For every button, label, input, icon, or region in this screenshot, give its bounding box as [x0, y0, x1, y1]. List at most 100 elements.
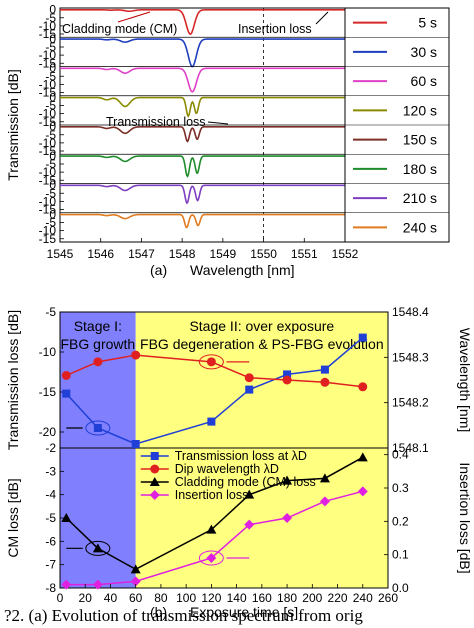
top-left-tick-label: -5 [45, 305, 56, 319]
y-tick-label: 0 [49, 61, 56, 75]
top-data-point [320, 365, 329, 374]
x-tick-label: 1548 [169, 247, 196, 261]
legend-label: 150 s [403, 132, 437, 148]
bottom-data-point [319, 473, 330, 483]
top-data-point [244, 373, 254, 383]
x-tick-label: 240 [353, 591, 373, 605]
top-data-point [61, 370, 71, 380]
y-tick-label: -10 [39, 194, 57, 208]
spectrum-line [60, 67, 345, 93]
y-tick-label: -10 [39, 165, 57, 179]
top-right-tick-label: 1548.4 [392, 305, 429, 319]
y-tick-label: -5 [45, 216, 56, 230]
bottom-data-point [130, 576, 141, 587]
x-tick-label: 60 [129, 591, 143, 605]
top-data-point [62, 389, 71, 398]
legend-label: Transmission loss at λD [175, 449, 307, 463]
bottom-left-tick-label: -8 [45, 581, 56, 595]
top-right-axis-label: Wavelength [nm] [457, 328, 473, 433]
y-tick-label: -10 [39, 136, 57, 150]
x-tick-label: 1550 [250, 247, 277, 261]
y-tick-label: -5 [45, 11, 56, 25]
y-tick-label: -10 [39, 224, 57, 238]
bottom-left-tick-label: -3 [45, 464, 56, 478]
x-tick-label: 1547 [128, 247, 155, 261]
x-tick-label: 260 [378, 591, 398, 605]
bottom-right-tick-label: 0.4 [392, 448, 409, 462]
bottom-right-tick-label: 0.0 [392, 581, 409, 595]
stage2-title: Stage II: over exposure [189, 318, 334, 334]
top-data-point [282, 375, 292, 385]
top-data-point [93, 424, 102, 432]
y-tick-label: -5 [45, 99, 56, 113]
bottom-data-point [319, 496, 330, 507]
annotation-transmission-loss: Transmission loss [106, 115, 206, 129]
legend-label: 30 s [411, 44, 437, 60]
bottom-data-point [130, 564, 141, 574]
bottom-data-point [61, 579, 72, 590]
y-tick-label: -15 [39, 173, 57, 187]
spectrum-line [60, 8, 345, 36]
y-tick-label: -5 [45, 128, 56, 142]
annotation-arrow [117, 11, 151, 23]
y-tick-label: 0 [49, 3, 56, 17]
y-tick-label: 0 [49, 120, 56, 134]
bottom-data-point [282, 513, 293, 523]
bottom-right-axis-label: Insertion loss [dB] [457, 462, 473, 573]
bottom-series-line [66, 490, 363, 586]
top-left-axis-label: Transmission loss [dB] [5, 310, 21, 450]
bottom-right-tick-label: 0.1 [392, 548, 409, 562]
y-axis-label: Transmission [dB] [5, 69, 21, 181]
stage1-subtitle: FBG growth [60, 336, 135, 352]
annotation-cladding-mode: Cladding mode (CM) [62, 22, 177, 36]
bottom-left-tick-label: -2 [45, 441, 56, 455]
y-tick-label: -15 [39, 56, 57, 70]
legend-label: 240 s [403, 219, 437, 235]
bottom-data-point [61, 513, 72, 522]
bottom-left-tick-label: -6 [45, 534, 56, 548]
bottom-right-tick-label: 0.2 [392, 514, 409, 528]
y-tick-label: -15 [39, 232, 57, 246]
spectrum-line [60, 184, 345, 205]
panel-label: (b) [150, 604, 167, 620]
top-left-tick-label: -20 [39, 425, 57, 439]
x-tick-label: 20 [79, 591, 93, 605]
y-tick-label: -10 [39, 107, 57, 121]
bottom-left-tick-label: -4 [45, 488, 56, 502]
bottom-left-axis-label: CM loss [dB] [5, 478, 21, 557]
top-data-point [206, 357, 216, 367]
x-tick-label: 1546 [87, 247, 114, 261]
stage2-subtitle: FBG degeneration & PS-FBG evolution [140, 336, 384, 352]
top-series-line [66, 354, 363, 388]
top-left-tick-label: -10 [39, 345, 57, 359]
annotation-ellipse [85, 540, 111, 556]
spectrum-line [60, 125, 345, 143]
x-axis-label: Exposure time [s] [190, 604, 298, 620]
plot-frame [59, 311, 389, 589]
y-tick-label: -15 [39, 86, 57, 100]
bottom-data-point [206, 524, 217, 534]
y-tick-label: -15 [39, 203, 57, 217]
panel-label: (a) [150, 262, 167, 278]
legend-label: 60 s [411, 73, 437, 89]
y-tick-label: -10 [39, 77, 57, 91]
spectrum-line [60, 38, 345, 68]
legend-label: 120 s [403, 102, 437, 118]
figure-caption: ?2. (a) Evolution of transmission spectr… [4, 606, 363, 625]
bottom-data-point [357, 486, 368, 497]
x-tick-label: 1549 [210, 247, 237, 261]
annotation-ellipse [198, 550, 224, 566]
top-data-point [358, 333, 367, 342]
spectrum-line [60, 96, 345, 118]
bottom-left-tick-label: -5 [45, 511, 56, 525]
bottom-series-line [65, 456, 364, 571]
annotation-arrow [207, 121, 229, 125]
bottom-data-point [357, 452, 368, 462]
y-tick-label: 0 [49, 32, 56, 46]
top-data-point [358, 382, 368, 392]
top-data-point [131, 350, 141, 360]
legend-label: Dip wavelength λD [175, 462, 279, 476]
annotation-ellipse [85, 420, 111, 436]
legend-label: Cladding mode (CM) loss [175, 475, 316, 489]
